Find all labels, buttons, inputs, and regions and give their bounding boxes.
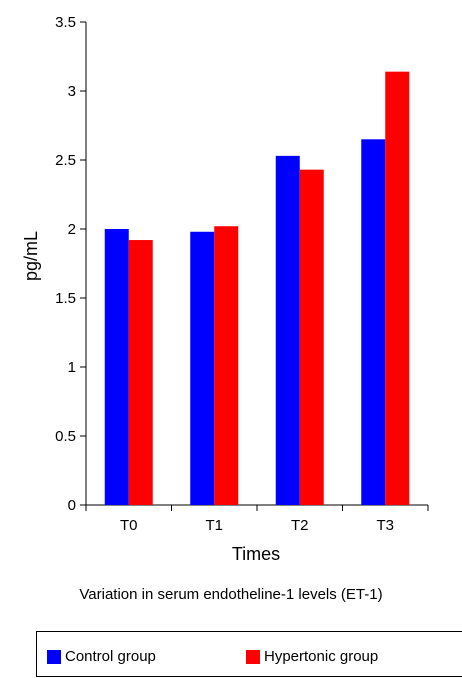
- legend-swatch-control: [47, 649, 61, 664]
- x-axis-title: Times: [232, 544, 280, 564]
- y-tick-label: 1.5: [55, 290, 76, 307]
- y-axis: 0 0.5 1 1.5 2 2.5 3 3.5: [55, 14, 87, 514]
- y-tick-label: 1: [68, 359, 76, 376]
- legend: Control group Hypertonic group: [36, 631, 462, 677]
- x-tick-label: T1: [205, 517, 223, 534]
- legend-label-hypertonic: Hypertonic group: [264, 648, 379, 665]
- chart-caption: Variation in serum endotheline-1 levels …: [79, 586, 383, 603]
- bar-control-t1: [190, 231, 215, 505]
- legend-item-hypertonic: Hypertonic group: [246, 648, 378, 665]
- bars: [104, 71, 410, 506]
- legend-swatch-hypertonic: [246, 649, 260, 664]
- bar-hypertonic-t0: [128, 240, 153, 506]
- bar-control-t2: [275, 155, 300, 506]
- y-tick-label: 2.5: [55, 152, 76, 169]
- x-axis: T0 T1 T2 T3: [85, 504, 429, 534]
- bar-hypertonic-t2: [299, 169, 324, 505]
- y-tick-label: 2: [68, 221, 76, 238]
- bar-chart: 0 0.5 1 1.5 2 2.5 3 3.5 T0 T1 T2 T3 pg/mL Times: [21, 14, 429, 564]
- x-tick-label: T2: [291, 517, 309, 534]
- legend-label-control: Control group: [65, 648, 156, 665]
- bar-hypertonic-t1: [214, 226, 239, 506]
- y-axis-title: pg/mL: [21, 231, 41, 281]
- bar-control-t0: [104, 229, 129, 505]
- x-tick-label: T3: [376, 517, 394, 534]
- y-tick-label: 0.5: [55, 428, 76, 445]
- bar-hypertonic-t3: [385, 71, 410, 506]
- y-tick-label: 0: [68, 497, 76, 514]
- bar-control-t3: [361, 139, 386, 506]
- y-tick-label: 3.5: [55, 14, 76, 31]
- x-tick-label: T0: [120, 517, 138, 534]
- legend-item-control: Control group: [47, 648, 156, 665]
- y-tick-label: 3: [68, 83, 76, 100]
